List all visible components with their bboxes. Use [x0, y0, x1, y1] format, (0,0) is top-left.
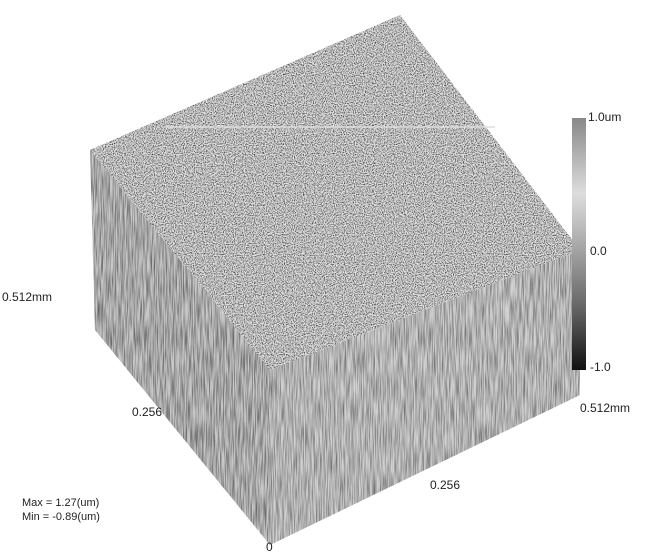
- stat-min: Min = -0.89(um): [22, 511, 100, 523]
- axis-label: 0.256: [132, 405, 162, 419]
- colorbar: [572, 118, 586, 370]
- axis-label: 0.512mm: [2, 290, 52, 304]
- colorbar-label: 1.0um: [588, 110, 621, 124]
- axis-label: 0: [266, 540, 273, 554]
- colorbar-label: -1.0: [590, 360, 611, 374]
- surface-figure: 1.0um 0.0 -1.0 0.512mm 0.256 0.512mm 0.2…: [0, 0, 657, 554]
- stat-max: Max = 1.27(um): [22, 497, 99, 509]
- axis-label: 0.256: [430, 478, 460, 492]
- axis-label: 0.512mm: [580, 401, 630, 415]
- colorbar-label: 0.0: [590, 244, 607, 258]
